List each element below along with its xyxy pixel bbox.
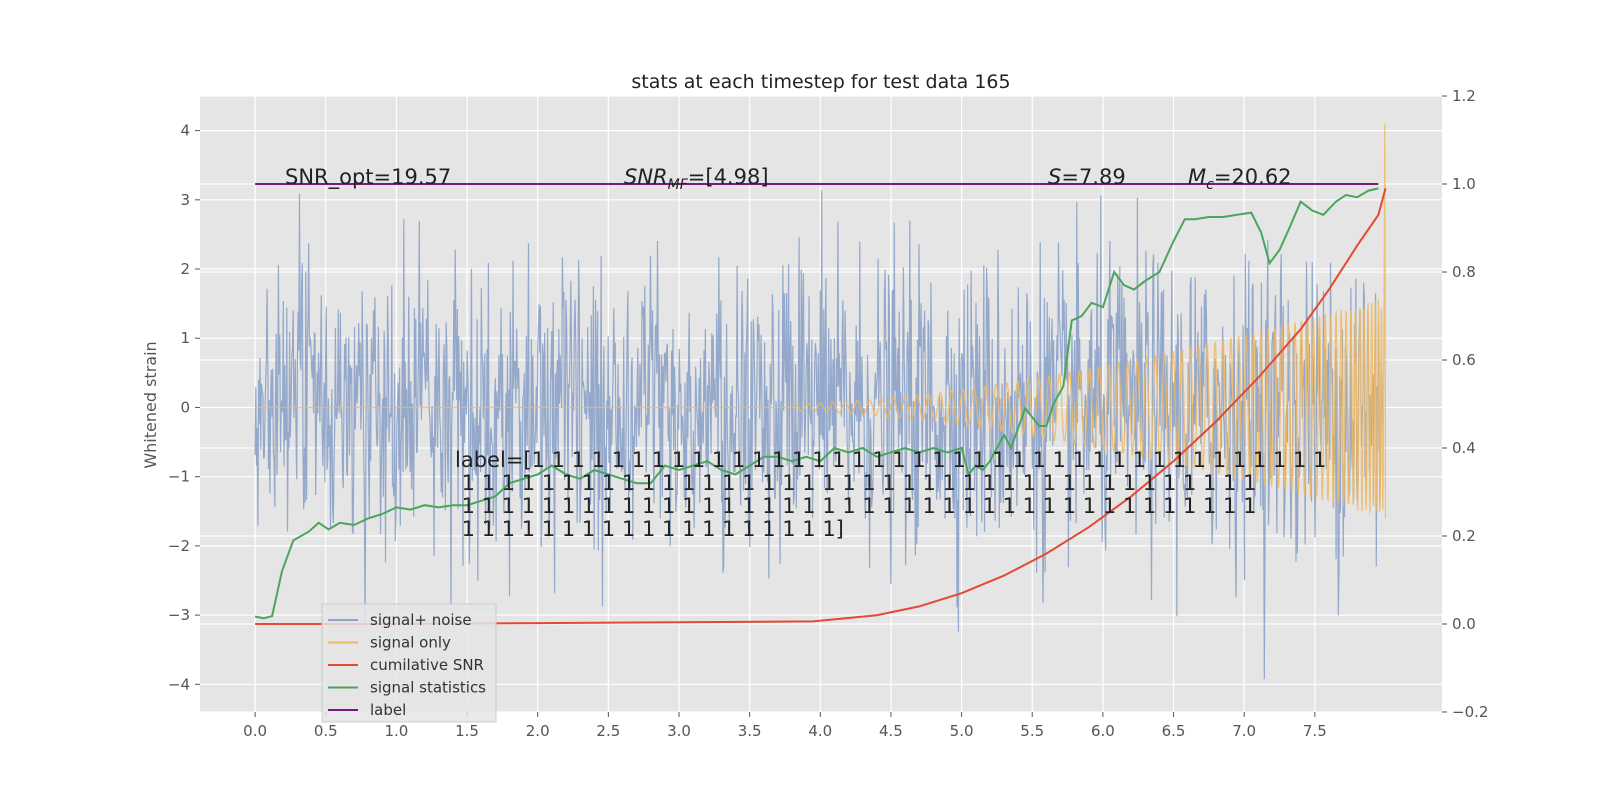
annotation-snr-mf: SNRMF=[4.98]: [624, 165, 769, 193]
annotation-mc-symbol: M: [1188, 165, 1206, 189]
x-tick-label-0: 0.0: [243, 722, 267, 740]
series-signal-noise: [254, 190, 1384, 680]
legend-box: [321, 603, 497, 723]
x-tick-label-2: 1.0: [384, 722, 408, 740]
label-line-4: 1 1 1 1 1 1 1 1 1 1 1 1 1 1 1 1 1 1 1]: [455, 517, 844, 541]
x-tick-label-12: 6.0: [1091, 722, 1115, 740]
chart-title: stats at each timestep for test data 165: [631, 71, 1010, 93]
y-tick-label-0: 4: [180, 122, 190, 140]
annotation-s-value: =7.89: [1061, 165, 1125, 189]
y-axis-label: Whitened strain: [141, 341, 160, 468]
x-axis: 0.0 0.5 1.0 1.5 2.0 2.5 3.0 3.5 4.0 4.5 5.0 5.5 6.0 6…: [243, 712, 1327, 740]
y-tick-label-2: 2: [180, 260, 190, 278]
y2-tick-label-4: 0.4: [1452, 439, 1476, 457]
annotation-s-symbol: S: [1048, 165, 1061, 189]
y-tick-label-8: −4: [168, 675, 190, 693]
x-tick-label-8: 4.0: [808, 722, 832, 740]
y2-tick-label-6: 0.0: [1452, 615, 1476, 633]
annotation-snr-opt: SNR_opt=19.57: [285, 165, 451, 190]
legend-label-4: label: [370, 701, 406, 719]
y-tick-label-3: 1: [180, 329, 190, 347]
x-tick-label-14: 7.0: [1232, 722, 1256, 740]
x-tick-label-3: 1.5: [455, 722, 479, 740]
x-tick-label-13: 6.5: [1162, 722, 1186, 740]
legend-label-1: signal only: [370, 634, 451, 652]
series-cumulative-snr: [255, 188, 1387, 625]
legend-label-0: signal+ noise: [370, 611, 472, 629]
y-axis-right: 1.2 1.0 0.8 0.6 0.4 0.2 0.0 −0.2: [1442, 87, 1488, 721]
y-tick-label-7: −3: [168, 606, 190, 624]
x-tick-label-6: 3.0: [667, 722, 691, 740]
y-tick-label-1: 3: [180, 191, 190, 209]
x-tick-label-5: 2.5: [596, 722, 620, 740]
y2-tick-label-0: 1.2: [1452, 87, 1476, 105]
annotation-mc: Mc=20.62: [1188, 165, 1292, 193]
label-line-3: 1 1 1 1 1 1 1 1 1 1 1 1 1 1 1 1 1 1 1 1 …: [455, 494, 1256, 518]
y2-tick-label-3: 0.6: [1452, 351, 1476, 369]
y-tick-label-6: −2: [168, 537, 190, 555]
x-tick-label-7: 3.5: [738, 722, 762, 740]
y2-tick-label-2: 0.8: [1452, 263, 1476, 281]
annotation-mc-subscript: c: [1206, 177, 1214, 193]
annotation-snr-mf-value: =[4.98]: [688, 165, 769, 189]
x-tick-label-11: 5.5: [1020, 722, 1044, 740]
y-axis-left: 4 3 2 1 0 −1 −2 −3 −4: [168, 122, 200, 693]
y2-tick-label-7: −0.2: [1452, 703, 1488, 721]
x-tick-label-15: 7.5: [1303, 722, 1327, 740]
y2-tick-label-5: 0.2: [1452, 527, 1476, 545]
annotation-snr-mf-subscript: MF: [668, 177, 689, 193]
annotation-snr-mf-symbol: SNR: [624, 165, 668, 189]
y-tick-label-4: 0: [180, 398, 190, 416]
y-tick-label-5: −1: [168, 468, 190, 486]
series-signal-statistics: [254, 187, 1379, 620]
series-signal-only: [255, 123, 1387, 519]
legend: signal+ noise signal only cumilative SNR si…: [321, 603, 497, 723]
label-line-2: 1 1 1 1 1 1 1 1 1 1 1 1 1 1 1 1 1 1 1 1 …: [455, 471, 1256, 495]
annotation-s: S=7.89: [1048, 165, 1126, 189]
x-tick-label-1: 0.5: [314, 722, 338, 740]
annotation-label-array: label=[1 1 1 1 1 1 1 1 1 1 1 1 1 1 1 1 1…: [455, 448, 1326, 541]
x-tick-label-9: 4.5: [879, 722, 903, 740]
series-layer: [254, 123, 1387, 680]
y2-tick-label-1: 1.0: [1452, 175, 1476, 193]
x-tick-label-4: 2.0: [526, 722, 550, 740]
legend-label-2: cumilative SNR: [370, 656, 484, 674]
annotation-mc-value: =20.62: [1214, 165, 1292, 189]
legend-label-3: signal statistics: [370, 679, 486, 697]
label-line-1: label=[1 1 1 1 1 1 1 1 1 1 1 1 1 1 1 1 1…: [455, 448, 1326, 472]
x-tick-label-10: 5.0: [950, 722, 974, 740]
